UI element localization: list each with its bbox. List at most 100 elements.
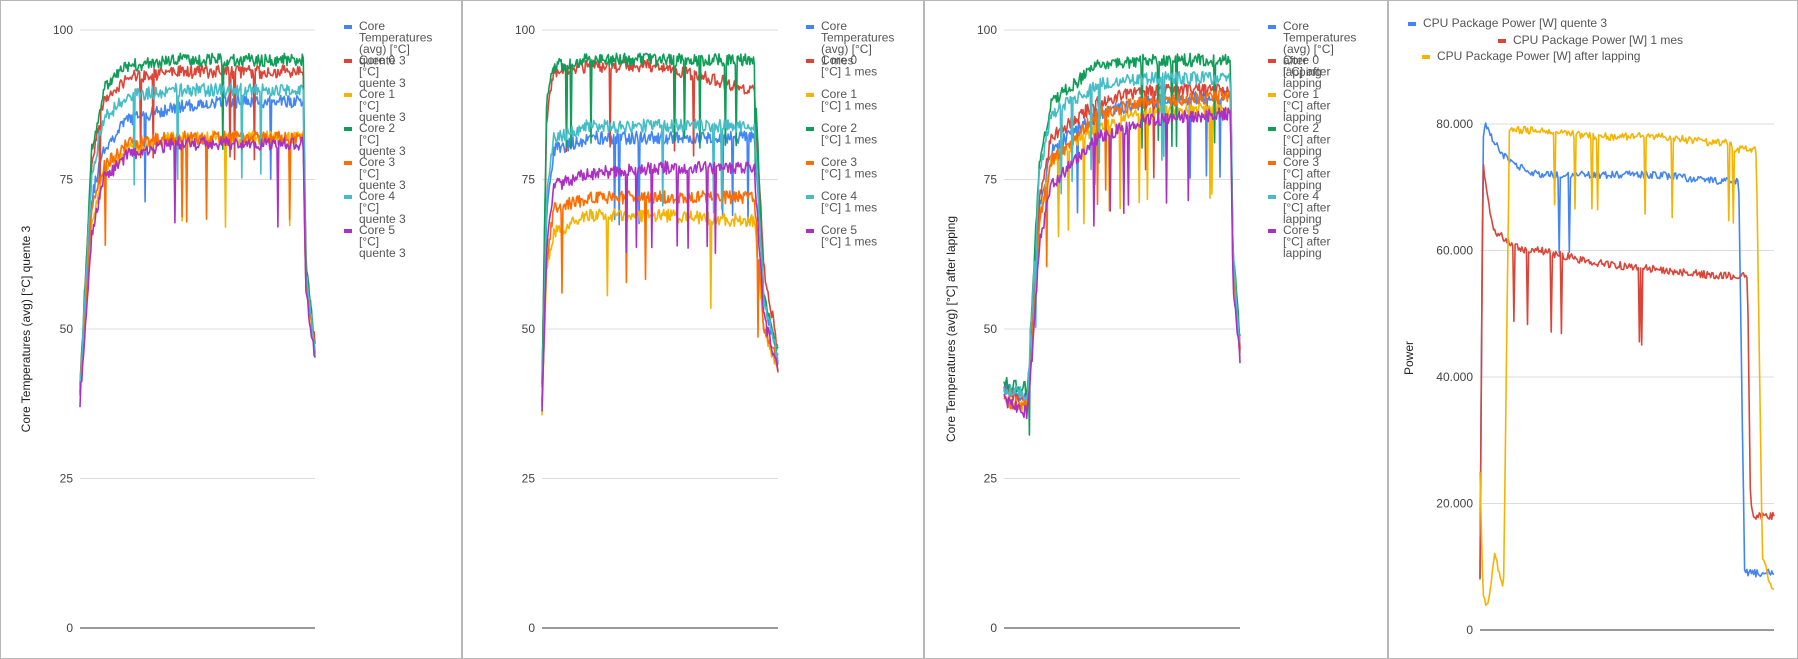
legend-label: Core 5 [°C] quente 3 bbox=[359, 223, 406, 260]
legend-swatch bbox=[806, 195, 814, 199]
series-line-1 bbox=[541, 130, 779, 407]
legend-label: Core 4 [°C] quente 3 bbox=[359, 189, 406, 226]
series-line-7 bbox=[541, 160, 779, 412]
legend-swatch bbox=[344, 25, 352, 29]
y-axis-title: Power bbox=[1402, 341, 1416, 375]
legend-item-7[interactable]: Core 5 [°C] after lapping bbox=[1268, 223, 1330, 260]
legend-swatch bbox=[344, 229, 352, 233]
legend-item-1[interactable]: Core Temperatures (avg) [°C] quente 3 bbox=[344, 19, 432, 68]
legend-swatch bbox=[344, 127, 352, 131]
legend-swatch bbox=[1268, 93, 1276, 97]
legend-label: Core 0 [°C] quente 3 bbox=[359, 53, 406, 90]
legend-swatch bbox=[806, 229, 814, 233]
y-axis-title: Core Temperatures (avg) [°C] after lappi… bbox=[944, 216, 958, 442]
chart-4: 0 20.000 40.000 60.000 80.000 Power CPU Packag… bbox=[1402, 16, 1775, 637]
legend-label: Core 4 [°C] after lapping bbox=[1283, 189, 1330, 226]
y-tick-label: 25 bbox=[522, 472, 536, 486]
legend-label: Core 2 [°C] after lapping bbox=[1283, 121, 1330, 158]
legend-item-3[interactable]: Core 1 [°C] 1 mes bbox=[806, 87, 877, 113]
series-line-3 bbox=[541, 208, 779, 416]
legend-item-4[interactable]: Core 2 [°C] quente 3 bbox=[344, 121, 406, 158]
series-line-2 bbox=[79, 64, 316, 385]
legend-item-1[interactable]: Core Temperatures (avg) [°C] 1 mes bbox=[806, 19, 894, 68]
legend-swatch bbox=[1268, 127, 1276, 131]
series-line-3 bbox=[1479, 125, 1775, 607]
legend-label: Core Temperatures (avg) [°C] 1 mes bbox=[821, 19, 894, 68]
legend-swatch bbox=[806, 93, 814, 97]
legend-label: Core 0 [°C] 1 mes bbox=[821, 53, 877, 79]
legend-swatch bbox=[806, 127, 814, 131]
legend-item-4[interactable]: Core 2 [°C] after lapping bbox=[1268, 121, 1330, 158]
legend-item-2[interactable]: CPU Package Power [W] 1 mes bbox=[1498, 33, 1683, 47]
legend-label: Core 2 [°C] 1 mes bbox=[821, 121, 877, 147]
legend-swatch bbox=[344, 195, 352, 199]
series-line-7 bbox=[1003, 106, 1241, 420]
legend-item-3[interactable]: Core 1 [°C] after lapping bbox=[1268, 87, 1330, 124]
y-tick-label: 40.000 bbox=[1436, 370, 1473, 384]
y-axis-title: Core Temperatures (avg) [°C] quente 3 bbox=[19, 225, 33, 432]
y-tick-label: 0 bbox=[528, 621, 535, 635]
legend-item-1[interactable]: CPU Package Power [W] quente 3 bbox=[1408, 16, 1607, 30]
series-line-6 bbox=[1003, 70, 1241, 401]
legend-item-6[interactable]: Core 4 [°C] after lapping bbox=[1268, 189, 1330, 226]
legend-label: CPU Package Power [W] after lapping bbox=[1437, 49, 1640, 63]
legend-item-6[interactable]: Core 4 [°C] 1 mes bbox=[806, 189, 877, 215]
legend-item-5[interactable]: Core 3 [°C] after lapping bbox=[1268, 155, 1330, 192]
legend-swatch bbox=[1408, 22, 1416, 26]
legend-item-3[interactable]: Core 1 [°C] quente 3 bbox=[344, 87, 406, 124]
legend-label: Core 4 [°C] 1 mes bbox=[821, 189, 877, 215]
legend-label: Core Temperatures (avg) [°C] quente 3 bbox=[359, 19, 432, 68]
legend-swatch bbox=[1422, 55, 1430, 59]
series-line-7 bbox=[79, 136, 316, 408]
legend-item-2[interactable]: Core 0 [°C] quente 3 bbox=[344, 53, 406, 90]
legend-swatch bbox=[1498, 39, 1506, 43]
legend-swatch bbox=[1268, 229, 1276, 233]
legend-item-5[interactable]: Core 3 [°C] quente 3 bbox=[344, 155, 406, 192]
series-line-4 bbox=[1003, 52, 1241, 436]
legend-label: Core 3 [°C] after lapping bbox=[1283, 155, 1330, 192]
legend-label: Core 1 [°C] 1 mes bbox=[821, 87, 877, 113]
legend-label: Core 5 [°C] after lapping bbox=[1283, 223, 1330, 260]
legend-swatch bbox=[806, 161, 814, 165]
series-line-1 bbox=[1479, 122, 1775, 580]
legend-item-2[interactable]: Core 0 [°C] after lapping bbox=[1268, 53, 1330, 90]
legend-swatch bbox=[344, 93, 352, 97]
series-line-5 bbox=[79, 130, 316, 386]
y-tick-label: 50 bbox=[60, 322, 74, 336]
legend-swatch bbox=[806, 59, 814, 63]
series-line-4 bbox=[79, 52, 316, 393]
legend-label: Core Temperatures (avg) [°C] after lapping bbox=[1283, 19, 1356, 79]
legend-swatch bbox=[1268, 59, 1276, 63]
legend-swatch bbox=[806, 25, 814, 29]
legend-label: Core 3 [°C] 1 mes bbox=[821, 155, 877, 181]
y-tick-label: 60.000 bbox=[1436, 243, 1473, 257]
legend-label: CPU Package Power [W] 1 mes bbox=[1513, 33, 1683, 47]
legend-item-7[interactable]: Core 5 [°C] 1 mes bbox=[806, 223, 877, 249]
legend-label: Core 1 [°C] quente 3 bbox=[359, 87, 406, 124]
series-line-6 bbox=[79, 82, 316, 387]
chart-3: 0 25 50 75 100 Core Temperatures (avg) [°C] a… bbox=[944, 19, 1356, 635]
legend-swatch bbox=[344, 161, 352, 165]
chart-1: 0 25 50 75 100 Core Temperatures (avg) [°C] q… bbox=[19, 19, 432, 635]
legend-swatch bbox=[1268, 195, 1276, 199]
legend-item-6[interactable]: Core 4 [°C] quente 3 bbox=[344, 189, 406, 226]
series-line-2 bbox=[1003, 82, 1241, 404]
series-line-4 bbox=[541, 52, 779, 384]
legend-item-5[interactable]: Core 3 [°C] 1 mes bbox=[806, 155, 877, 181]
y-tick-label: 100 bbox=[515, 23, 535, 37]
chart-2: 0 25 50 75 100 Core Temperatures (avg) [°C] 1 me… bbox=[515, 19, 894, 635]
y-tick-label: 75 bbox=[60, 173, 74, 187]
y-tick-label: 0 bbox=[66, 621, 73, 635]
series-line-5 bbox=[1003, 89, 1241, 413]
legend-item-3[interactable]: CPU Package Power [W] after lapping bbox=[1422, 49, 1640, 63]
legend-item-4[interactable]: Core 2 [°C] 1 mes bbox=[806, 121, 877, 147]
legend-swatch bbox=[1268, 25, 1276, 29]
legend-item-1[interactable]: Core Temperatures (avg) [°C] after lapping bbox=[1268, 19, 1356, 79]
y-tick-label: 100 bbox=[977, 23, 997, 37]
series-line-6 bbox=[541, 118, 779, 400]
legend-item-7[interactable]: Core 5 [°C] quente 3 bbox=[344, 223, 406, 260]
legend-item-2[interactable]: Core 0 [°C] 1 mes bbox=[806, 53, 877, 79]
legend-label: Core 0 [°C] after lapping bbox=[1283, 53, 1330, 90]
legend-label: Core 5 [°C] 1 mes bbox=[821, 223, 877, 249]
legend-label: Core 3 [°C] quente 3 bbox=[359, 155, 406, 192]
